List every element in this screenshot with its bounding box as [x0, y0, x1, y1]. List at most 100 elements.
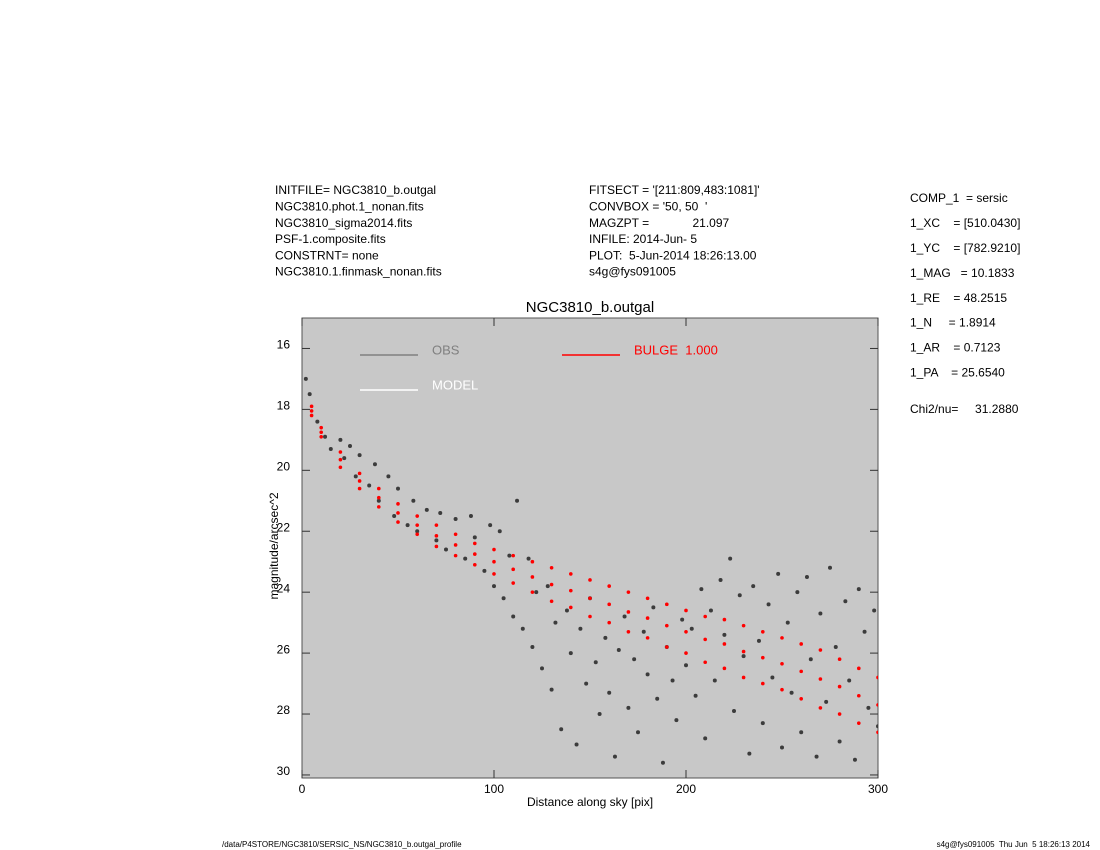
data-point: [741, 623, 746, 628]
data-point: [307, 392, 312, 397]
data-point: [377, 505, 381, 509]
fit-parameter: COMP_1 = sersic: [910, 191, 1008, 205]
data-point: [530, 645, 535, 650]
data-point: [472, 535, 477, 540]
data-point: [699, 587, 704, 592]
data-point: [492, 572, 496, 576]
data-point: [530, 575, 535, 579]
data-point: [392, 514, 397, 519]
fit-parameter: 1_MAG = 10.1833: [910, 266, 1015, 280]
data-point: [453, 553, 458, 558]
data-point: [799, 642, 803, 646]
data-point: [799, 730, 804, 735]
data-point: [569, 588, 573, 593]
data-point: [703, 637, 707, 642]
data-point: [357, 479, 362, 483]
data-point: [303, 376, 308, 381]
data-point: [862, 629, 867, 634]
data-point: [396, 511, 400, 515]
data-point: [553, 620, 558, 625]
data-point: [593, 660, 598, 665]
data-point: [776, 571, 781, 576]
header-line: NGC3810.1.finmask_nonan.fits: [275, 265, 442, 279]
footer-stamp: s4g@fys091005 Thu Jun 5 18:26:13 2014: [937, 840, 1091, 849]
header-line: PSF-1.composite.fits: [275, 232, 386, 246]
header-line: s4g@fys091005: [589, 265, 676, 279]
data-point: [732, 708, 736, 713]
data-point: [482, 568, 487, 573]
data-point: [511, 567, 515, 572]
data-point: [434, 544, 439, 549]
data-point: [655, 696, 660, 701]
data-point: [603, 635, 608, 640]
data-point: [856, 587, 861, 592]
data-point: [511, 581, 515, 585]
data-point: [876, 730, 878, 735]
data-point: [338, 437, 343, 442]
data-point: [680, 617, 685, 622]
data-point: [319, 430, 324, 435]
data-point: [795, 590, 800, 595]
data-point: [632, 657, 637, 662]
data-point: [626, 610, 631, 614]
data-point: [741, 649, 746, 654]
data-point: [824, 699, 829, 704]
data-point: [780, 687, 784, 692]
data-point: [665, 602, 669, 607]
data-point: [872, 608, 877, 613]
data-point: [837, 712, 842, 716]
data-point: [689, 626, 694, 631]
data-point: [728, 556, 733, 561]
data-point: [473, 541, 477, 546]
data-point: [857, 693, 861, 698]
data-point: [497, 529, 502, 534]
data-point: [616, 648, 621, 653]
data-point: [665, 623, 669, 628]
data-point: [338, 457, 343, 462]
fit-parameter: 1_N = 1.8914: [910, 316, 996, 330]
data-point: [568, 651, 573, 656]
data-point: [833, 645, 838, 650]
data-point: [843, 599, 848, 604]
data-point: [468, 514, 473, 519]
data-point: [789, 690, 794, 695]
header-line: NGC3810_sigma2014.fits: [275, 216, 412, 230]
data-point: [607, 602, 611, 607]
data-point: [876, 724, 878, 729]
data-point: [367, 483, 372, 488]
data-point: [818, 611, 823, 616]
header-line: CONVBOX = '50, 50 ': [589, 199, 707, 213]
data-point: [876, 675, 878, 680]
data-point: [852, 757, 857, 762]
data-point: [372, 462, 377, 467]
data-point: [415, 532, 420, 537]
data-point: [511, 553, 515, 558]
data-point: [857, 721, 861, 725]
data-point: [799, 669, 803, 674]
data-point: [737, 593, 742, 598]
fit-parameter: 1_RE = 48.2515: [910, 291, 1007, 305]
data-point: [645, 672, 650, 677]
data-point: [780, 745, 784, 750]
data-point: [434, 538, 439, 543]
header-line: CONSTRNT= none: [275, 248, 379, 262]
data-point: [309, 409, 314, 413]
data-point: [377, 486, 381, 491]
plot-area: [301, 317, 879, 779]
data-point: [622, 614, 627, 619]
data-point: [357, 453, 362, 458]
fit-parameter: 1_AR = 0.7123: [910, 341, 1001, 355]
data-point: [434, 534, 439, 538]
data-point: [866, 705, 871, 710]
data-point: [444, 547, 448, 552]
data-point: [342, 456, 347, 461]
data-point: [463, 556, 468, 561]
data-point: [626, 705, 631, 710]
fit-parameter: 1_YC = [782.9210]: [910, 241, 1020, 255]
data-point: [708, 608, 713, 613]
data-point: [626, 629, 631, 634]
data-point: [607, 584, 611, 588]
data-point: [377, 495, 381, 500]
data-point: [396, 502, 400, 506]
data-point: [645, 636, 650, 640]
